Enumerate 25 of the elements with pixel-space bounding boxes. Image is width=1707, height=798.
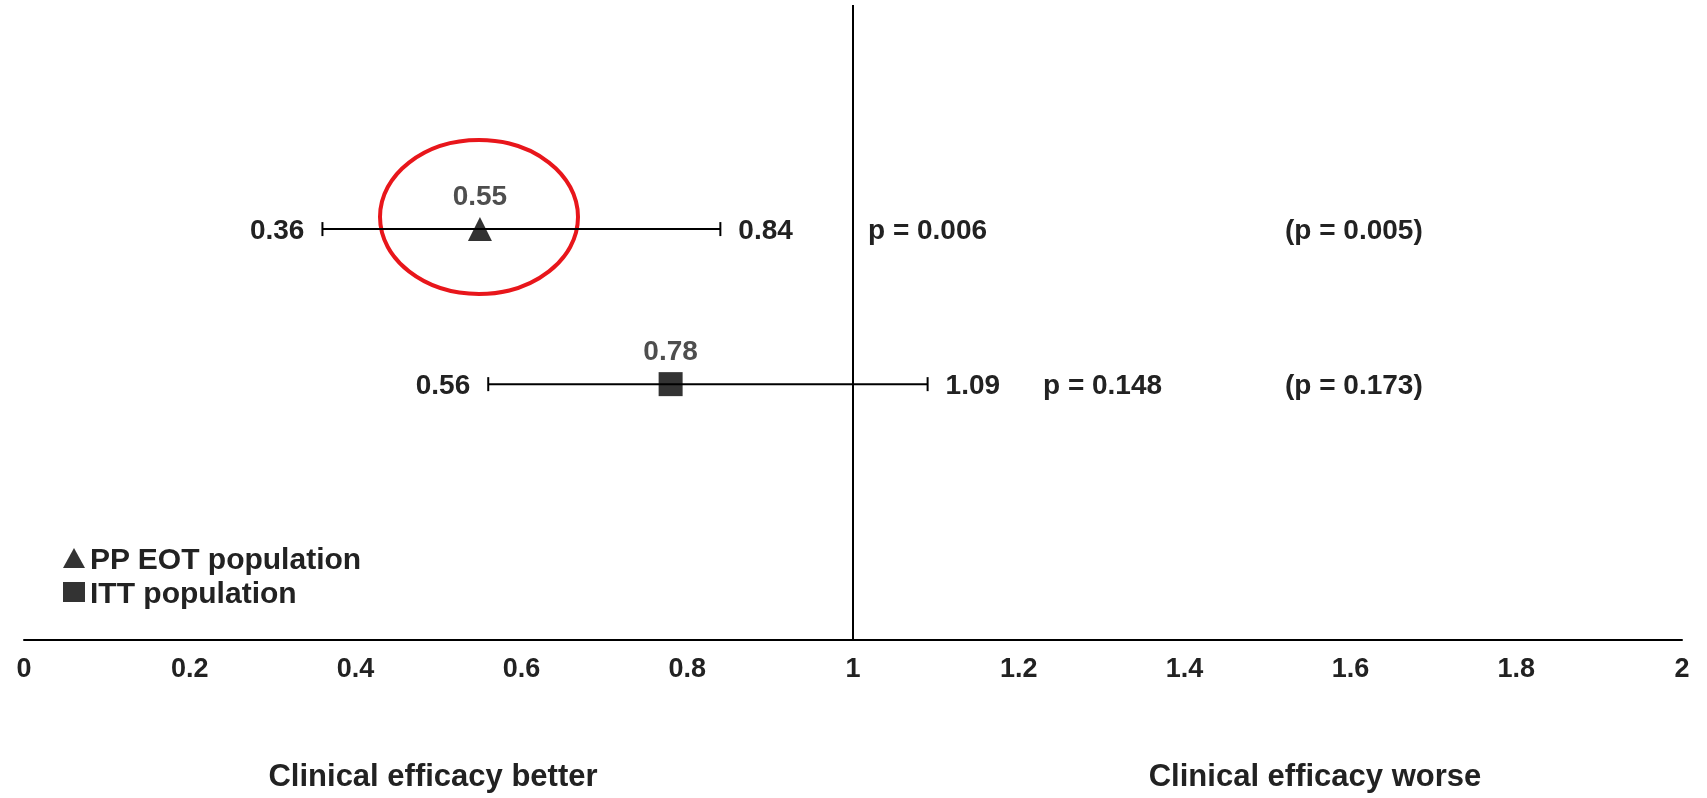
annotation: p = 0.148 [1043, 368, 1163, 400]
legend-label: PP EOT population [90, 541, 362, 575]
legend-label: ITT population [90, 575, 297, 609]
x-tick-label: 1 [845, 652, 861, 683]
x-tick-label: 1.4 [1165, 652, 1204, 683]
x-tick-label: 1.8 [1497, 652, 1535, 683]
annotation: (p = 0.005) [1285, 213, 1423, 245]
annotation: 0.36 [249, 213, 305, 245]
text: Clinical efficacy worse [1148, 757, 1482, 793]
annotation: 0.56 [415, 368, 471, 400]
data-label: 0.55 [452, 179, 508, 211]
annotation: (p = 0.173) [1285, 368, 1423, 400]
x-tick-label: 0.2 [171, 652, 209, 683]
data-label: 0.78 [643, 334, 698, 366]
annotation: 1.09 [945, 368, 1001, 400]
x-tick-label: 0 [16, 652, 32, 683]
annotation: 0.84 [738, 213, 794, 245]
x-tick-label: 0.6 [502, 652, 541, 683]
x-tick-label: 1.2 [1000, 652, 1038, 683]
x-tick-label: 0.8 [668, 652, 706, 683]
x-tick-label: 2 [1674, 652, 1690, 683]
x-tick-label: 0.4 [336, 652, 375, 683]
annotation: p = 0.006 [868, 213, 988, 245]
text: Clinical efficacy better [268, 757, 598, 793]
x-tick-label: 1.6 [1331, 652, 1370, 683]
